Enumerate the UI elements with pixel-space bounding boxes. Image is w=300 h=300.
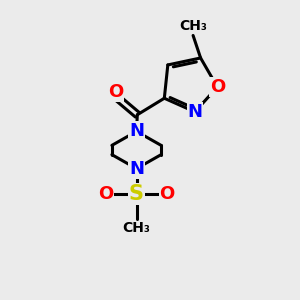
Text: N: N [129,160,144,178]
Text: S: S [129,184,144,204]
Text: N: N [129,122,144,140]
Text: CH₃: CH₃ [179,19,207,33]
Text: CH₃: CH₃ [123,221,150,235]
Text: N: N [188,103,202,121]
Text: O: O [210,78,225,96]
Text: O: O [98,185,113,203]
Text: O: O [160,185,175,203]
Text: O: O [108,82,123,101]
